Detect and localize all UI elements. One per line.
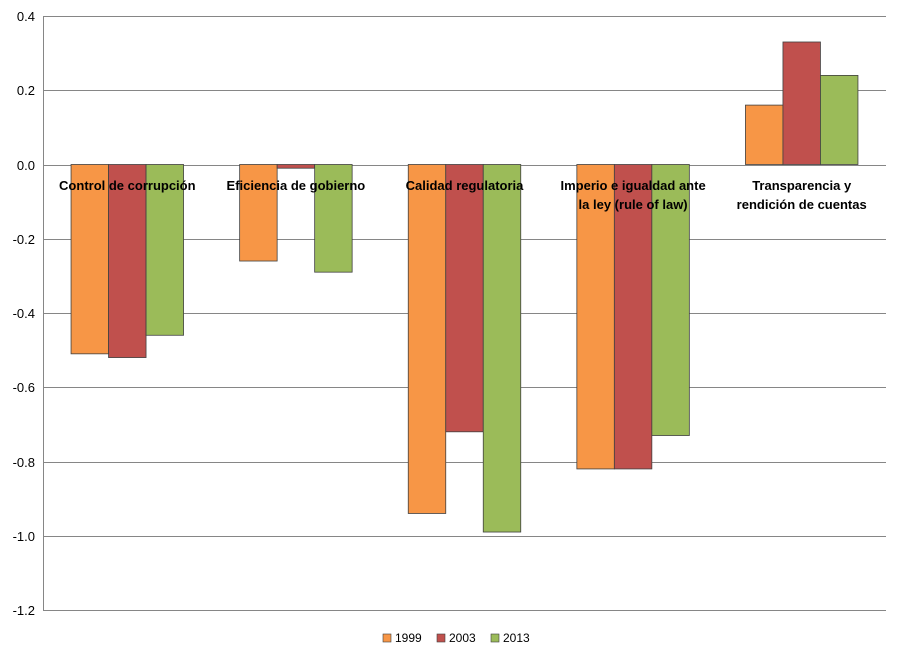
bar-2003-cat-0 [108, 164, 147, 358]
y-tick-label: -0.2 [13, 232, 35, 247]
y-tick-label: -1.0 [13, 529, 35, 544]
y-tick-label: -0.4 [13, 306, 35, 321]
bar-2003-cat-4 [782, 41, 821, 165]
bar-2003-cat-3 [613, 164, 653, 470]
bar-1999-cat-3 [576, 164, 615, 470]
legend-label-1999: 1999 [395, 631, 422, 645]
y-tick-label: 0.0 [17, 158, 35, 173]
bar-1999-cat-4 [745, 104, 784, 165]
bar-2013-cat-3 [651, 164, 690, 436]
bar-2013-cat-2 [482, 164, 522, 533]
category-label: Transparencia y rendición de cuentas [737, 178, 867, 212]
legend-swatch-1999 [382, 633, 392, 643]
category-label: Control de corrupción [59, 178, 196, 193]
legend-swatch-2003 [436, 633, 446, 643]
category-label: Eficiencia de gobierno [227, 178, 366, 193]
category-label: Imperio e igualdad ante la ley (rule of l… [560, 178, 705, 212]
bar-1999-cat-1 [239, 164, 278, 262]
bar-1999-cat-2 [407, 164, 447, 514]
legend-label-2013: 2013 [503, 631, 530, 645]
y-tick-label: -1.2 [13, 603, 35, 618]
category-labels: Control de corrupción Eficiencia de gobie… [59, 178, 867, 212]
bar-2013-cat-0 [145, 164, 184, 336]
y-tick-label: 0.2 [17, 83, 35, 98]
bar-2013-cat-4 [820, 75, 859, 165]
legend-swatch-2013 [490, 633, 500, 643]
y-tick-label: -0.8 [13, 455, 35, 470]
category-label: Calidad regulatoria [406, 178, 525, 193]
bar-2013-cat-1 [314, 164, 353, 273]
legend: 1999 2003 2013 [382, 631, 530, 645]
bars [70, 41, 859, 533]
bar-2003-cat-2 [445, 164, 484, 433]
y-tick-label: 0.4 [17, 9, 35, 24]
y-axis-tick-labels: 0.4 0.2 0.0 -0.2 -0.4 -0.6 -0.8 -1.0 -1.2 [13, 9, 35, 618]
legend-label-2003: 2003 [449, 631, 476, 645]
bar-2003-cat-1 [276, 164, 316, 169]
y-tick-label: -0.6 [13, 380, 35, 395]
